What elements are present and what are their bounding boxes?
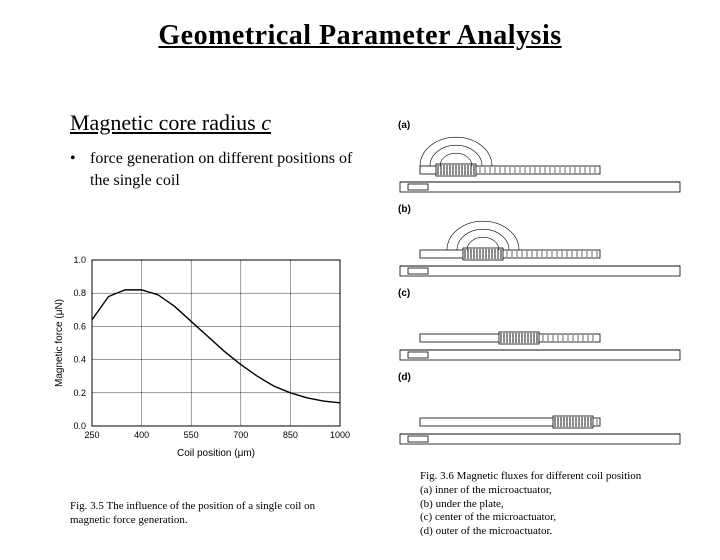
bullet-text: force generation on different positions … (90, 148, 370, 191)
section-heading-prefix: Magnetic core radius (70, 110, 261, 135)
svg-text:700: 700 (233, 430, 248, 440)
svg-text:250: 250 (84, 430, 99, 440)
svg-text:550: 550 (184, 430, 199, 440)
caption-fig-3-5: Fig. 3.5 The influence of the position o… (70, 500, 330, 528)
svg-text:0.6: 0.6 (73, 321, 86, 331)
subfig-label: (c) (398, 288, 410, 299)
subfig-label: (a) (398, 120, 410, 131)
cross-section-diagram (390, 302, 690, 366)
caption-line: (c) center of the microactuator, (420, 511, 690, 525)
bullet-item: • force generation on different position… (70, 148, 370, 191)
caption-fig-3-6: Fig. 3.6 Magnetic fluxes for different c… (420, 470, 690, 539)
right-column: (a) (b) (c) (d) (390, 120, 700, 456)
subfig-label: (d) (398, 372, 411, 383)
svg-text:0.8: 0.8 (73, 288, 86, 298)
line-chart: 250 400 550 700 850 1000 0.0 0.2 0.4 0.6 0.8 1.0 Coi… (50, 250, 350, 460)
subfig-b: (b) (390, 204, 690, 282)
cross-section-diagram (390, 218, 690, 282)
subfig-d: (d) (390, 372, 690, 450)
caption-line: (b) under the plate, (420, 498, 690, 512)
page-title: Geometrical Parameter Analysis (0, 20, 720, 52)
svg-text:0.0: 0.0 (73, 421, 86, 431)
subfig-c: (c) (390, 288, 690, 366)
section-heading-variable: c (261, 110, 271, 135)
cross-section-diagram (390, 134, 690, 198)
chart-figure: 250 400 550 700 850 1000 0.0 0.2 0.4 0.6 0.8 1.0 Coi… (50, 250, 350, 460)
subfig-label: (b) (398, 204, 411, 215)
svg-text:Magnetic force (μN): Magnetic force (μN) (54, 299, 65, 387)
caption-line: Fig. 3.6 Magnetic fluxes for different c… (420, 470, 690, 484)
svg-text:400: 400 (134, 430, 149, 440)
svg-text:Coil position (μm): Coil position (μm) (177, 448, 255, 459)
left-column: Magnetic core radius c • force generatio… (30, 110, 370, 191)
svg-text:0.4: 0.4 (73, 355, 86, 365)
svg-text:850: 850 (283, 430, 298, 440)
svg-text:1.0: 1.0 (73, 255, 86, 265)
bullet-marker: • (70, 148, 90, 191)
cross-section-diagram (390, 386, 690, 450)
caption-line: (a) inner of the microactuator, (420, 484, 690, 498)
svg-text:1000: 1000 (330, 430, 350, 440)
section-heading: Magnetic core radius c (70, 110, 370, 136)
subfig-a: (a) (390, 120, 690, 198)
svg-text:0.2: 0.2 (73, 388, 86, 398)
caption-line: (d) outer of the microactuator. (420, 525, 690, 539)
